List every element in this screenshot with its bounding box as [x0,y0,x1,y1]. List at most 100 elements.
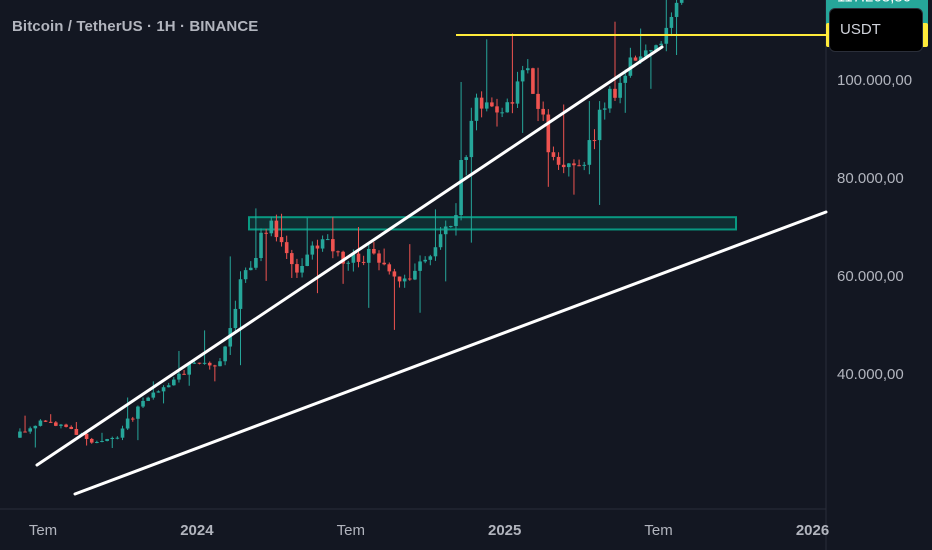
candle-body [351,253,356,263]
candle-body [531,68,535,94]
candle-body [315,245,320,249]
x-tick-label: 2026 [796,522,829,539]
x-tick-label: 2024 [180,522,214,539]
candle-body [161,387,166,392]
candle-body [402,278,407,282]
candle-body [510,102,515,104]
zone-layer [248,216,737,231]
candle-body [418,261,422,271]
candle-body [305,254,309,266]
candle-body [238,279,243,309]
x-tick-label: Tem [337,522,365,539]
candle-body [541,108,545,115]
x-tick-label: 2025 [488,522,521,539]
candle-body [151,392,156,398]
candle-body [254,258,258,268]
candle-body [346,262,351,264]
candle-body [413,270,417,280]
candle-body [484,102,489,109]
candle-body [269,220,274,234]
candle-body [587,140,592,165]
drawing-layer[interactable] [35,0,828,496]
candle-body [177,373,181,380]
y-tick-label: 60.000,00 [837,268,904,285]
candle-body [264,232,268,234]
candle-body [48,421,53,423]
candle-body [659,43,663,46]
candle-body [443,226,448,235]
candle-body [54,422,58,426]
candle-body [166,385,171,388]
candle-body [130,418,135,420]
candle-body [18,431,22,438]
candle-body [638,56,643,61]
candle-body [567,163,571,168]
candle-body [392,271,397,277]
candle-body [172,379,176,386]
candle-body [387,264,392,272]
candle-body [433,247,438,257]
candle-body [397,276,402,282]
candle-body [556,156,561,165]
upper-trendline[interactable] [35,45,664,467]
candle-body [382,262,386,265]
candle-body [500,112,504,114]
candle-body [505,102,510,113]
price-axis: 40.000,0060.000,0080.000,00100.000,00120… [837,72,912,383]
candle-body [146,397,150,401]
candle-body [23,431,27,433]
candle-body [454,215,458,227]
candle-body [469,120,474,158]
candle-body [120,428,125,438]
candle-body [551,152,556,157]
candle-body [213,365,217,367]
candle-body [633,57,638,61]
currency-button[interactable]: USDT [829,8,923,52]
candle-body [423,259,427,262]
candle-body [459,160,463,216]
candle-body [141,400,145,407]
candle-body [248,267,253,271]
candle-body [38,420,43,426]
candle-body [320,239,325,249]
candle-body [592,140,597,142]
candle-body [336,251,340,253]
candle-body [105,439,109,442]
candle-body [479,97,484,109]
candle-body [654,45,658,51]
candle-body [582,164,587,166]
candle-body [115,437,120,439]
candle-body [495,106,499,113]
candle-body [192,362,197,364]
candle-body [89,438,94,443]
candle-body [156,391,161,393]
candle-body [284,242,289,254]
candle-body [136,406,140,419]
support-zone [248,216,737,231]
candle-body [290,253,294,265]
candle-body [110,437,115,440]
candle-body [428,256,433,260]
candle-body [295,264,299,273]
candle-body [546,114,551,153]
lower-trendline[interactable] [73,210,828,496]
candle-body [356,253,361,262]
candle-body [125,418,130,429]
candle-body [449,226,453,228]
last-price-label-text: 117.268,86 [837,0,911,5]
candle-body [28,428,32,432]
candle-body [361,261,366,263]
symbol-title[interactable]: Bitcoin / TetherUS · 1H · BINANCE [12,18,259,35]
x-tick-label: Tem [29,522,57,539]
candle-body [366,248,371,263]
candle-body [608,88,612,109]
candle-body [561,164,566,168]
candle-body [325,239,330,241]
candle-body [274,220,279,238]
candle-body [310,245,315,255]
candle-body [407,278,412,280]
time-axis: Tem 2024 Tem 2025 Tem 2026 [29,522,829,539]
candle-body [259,232,263,259]
